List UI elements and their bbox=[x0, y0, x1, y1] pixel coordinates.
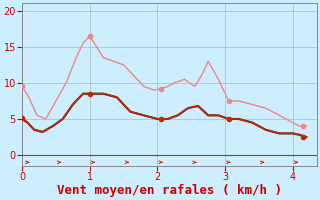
X-axis label: Vent moyen/en rafales ( km/h ): Vent moyen/en rafales ( km/h ) bbox=[57, 184, 282, 197]
